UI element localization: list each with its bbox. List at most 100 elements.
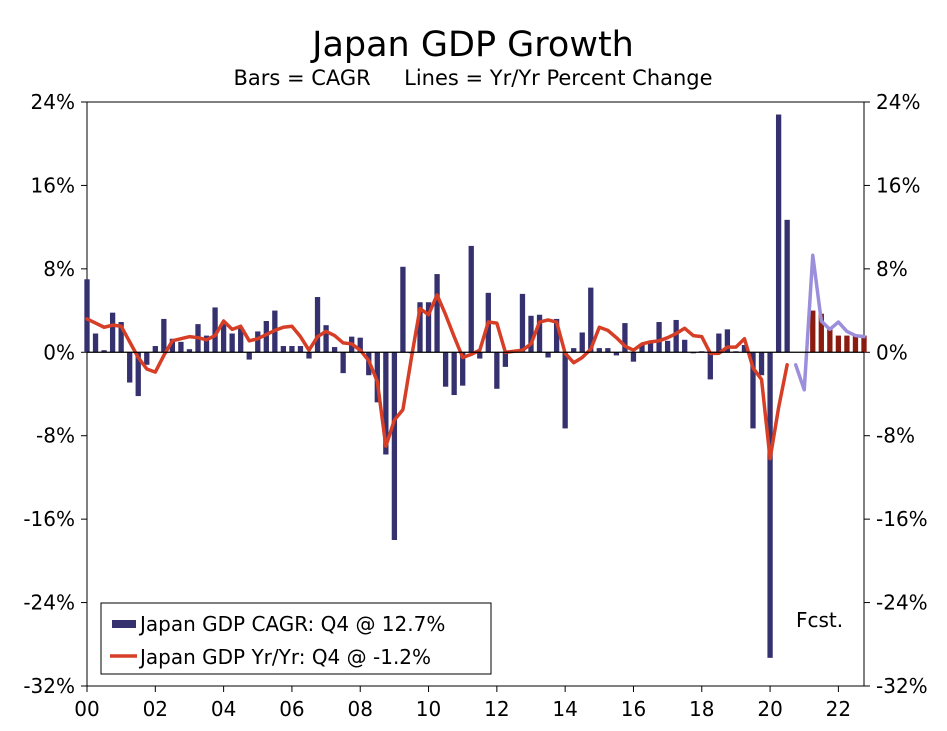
chart-subtitle: Bars = CAGR Lines = Yr/Yr Percent Change	[233, 66, 712, 90]
cagr-bar	[562, 352, 568, 429]
x-tick-label: 04	[211, 697, 236, 721]
cagr-bar	[724, 329, 731, 353]
y-tick-label-right: 16%	[876, 173, 920, 197]
cagr-bar	[741, 344, 748, 353]
cagr-bar	[707, 352, 713, 380]
cagr-bar	[323, 325, 329, 353]
cagr-bar	[212, 307, 218, 353]
cagr-bar	[613, 352, 620, 356]
cagr-bar	[169, 338, 176, 353]
cagr-bar	[682, 339, 688, 353]
cagr-bar	[289, 346, 295, 353]
cagr-bar	[178, 341, 184, 353]
y-tick-label-right: -24%	[876, 591, 928, 615]
cagr-bar	[579, 332, 585, 353]
y-tick-label-right: -16%	[876, 507, 928, 531]
cagr-bar	[220, 324, 227, 353]
cagr-bar	[92, 333, 99, 353]
x-tick-label: 20	[757, 697, 782, 721]
cagr-bar	[425, 302, 432, 353]
cagr-bar	[255, 331, 261, 353]
cagr-bar	[750, 352, 756, 429]
y-tick-label-left: 0%	[43, 340, 75, 364]
cagr-bar	[229, 333, 235, 353]
legend-bar-swatch	[112, 620, 136, 628]
cagr-bar	[101, 350, 107, 353]
cagr-bar	[784, 219, 790, 353]
cagr-bar	[118, 322, 124, 353]
cagr-bar	[630, 352, 637, 362]
y-tick-label-right: 0%	[876, 340, 908, 364]
cagr-bar	[477, 352, 483, 359]
cagr-bar	[203, 335, 210, 353]
cagr-bar	[494, 352, 500, 389]
y-tick-label-right: 24%	[876, 90, 920, 114]
cagr-bar	[673, 319, 679, 353]
cagr-bar	[434, 274, 440, 353]
cagr-bar	[536, 314, 543, 353]
cagr-bar	[758, 352, 765, 376]
chart-title: Japan GDP Growth	[310, 25, 634, 65]
legend: Japan GDP CAGR: Q4 @ 12.7% Japan GDP Yr/…	[100, 602, 492, 675]
cagr-bar	[306, 352, 312, 359]
forecast-annotation: Fcst.	[796, 608, 843, 632]
x-tick-label: 18	[689, 697, 714, 721]
x-tick-label: 10	[416, 697, 441, 721]
yoy-line	[85, 293, 789, 461]
cagr-bar	[357, 337, 363, 353]
y-tick-label-right: -32%	[876, 674, 928, 698]
cagr-bar	[246, 352, 252, 360]
lines-layer	[85, 253, 866, 461]
cagr-bar	[664, 340, 671, 353]
y-tick-label-right: -8%	[876, 424, 915, 448]
cagr-bar	[767, 352, 773, 658]
plot-frame	[86, 101, 865, 687]
x-tick-label: 06	[279, 697, 304, 721]
cagr-bar	[442, 352, 449, 387]
cagr-bar	[716, 333, 722, 353]
cagr-bar	[109, 312, 116, 353]
cagr-bar	[468, 245, 474, 353]
cagr-bar	[588, 287, 594, 353]
cagr-bar	[84, 279, 90, 353]
cagr-bar	[186, 349, 193, 353]
cagr-bar	[161, 318, 167, 353]
cagr-forecast-bar	[852, 335, 859, 353]
cagr-forecast-bar	[835, 335, 842, 353]
x-tick-label: 00	[74, 697, 99, 721]
x-tick-label: 14	[552, 697, 577, 721]
legend-bar-label: Japan GDP CAGR: Q4 @ 12.7%	[138, 612, 445, 636]
cagr-bar	[647, 340, 654, 353]
cagr-bar	[596, 348, 602, 353]
cagr-bar	[400, 266, 406, 353]
y-tick-label-left: 24%	[31, 90, 75, 114]
axes-layer: 24% 24% 16% 16% 8% 8% 0% 0% -8% -8% -16% -16% -24% -2…	[23, 90, 927, 721]
cagr-bar	[605, 348, 611, 353]
y-tick-label-left: -8%	[36, 424, 75, 448]
cagr-bar	[417, 302, 423, 353]
cagr-bar	[263, 321, 269, 353]
cagr-forecast-bar	[844, 335, 850, 353]
cagr-bar	[545, 352, 551, 358]
cagr-bar	[152, 346, 158, 353]
cagr-bar	[340, 352, 346, 374]
cagr-bar	[280, 346, 287, 353]
cagr-bar	[391, 352, 398, 540]
legend-line-label: Japan GDP Yr/Yr: Q4 @ -1.2%	[138, 645, 431, 669]
y-tick-label-left: -16%	[23, 507, 75, 531]
x-tick-label: 16	[621, 697, 646, 721]
cagr-bar	[314, 297, 321, 353]
cagr-bar	[775, 114, 782, 353]
cagr-bar	[656, 322, 662, 353]
cagr-bar	[297, 346, 304, 353]
x-tick-label: 02	[143, 697, 168, 721]
x-tick-label: 22	[826, 697, 851, 721]
cagr-bar	[622, 323, 628, 353]
cagr-bar	[238, 327, 244, 353]
cagr-bar	[502, 352, 509, 367]
cagr-bar	[460, 352, 466, 386]
cagr-bar	[519, 293, 526, 353]
y-tick-label-left: -32%	[23, 674, 75, 698]
